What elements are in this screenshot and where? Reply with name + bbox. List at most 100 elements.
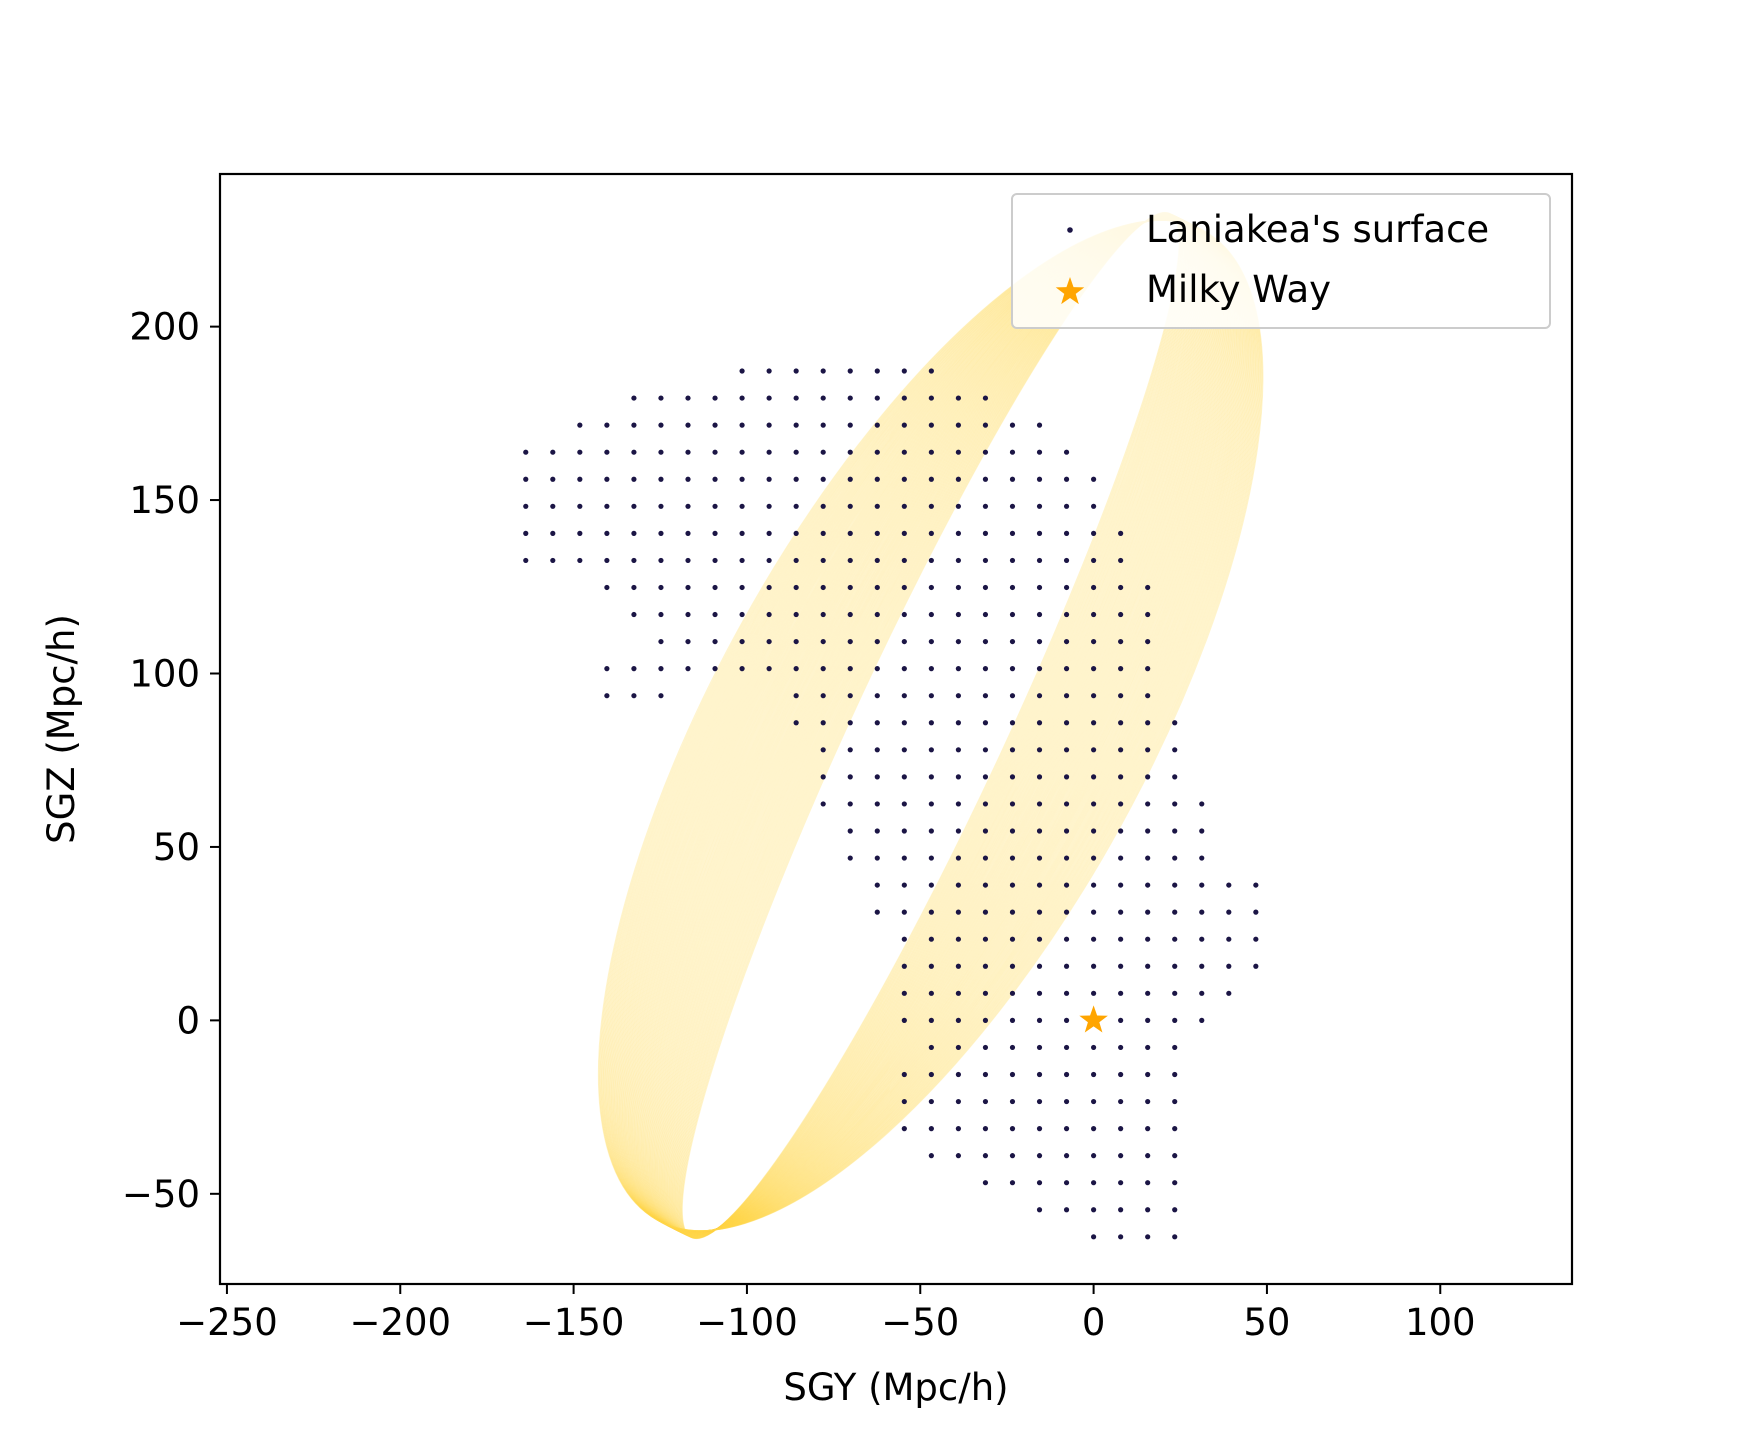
y-tick-label: −50 <box>122 1173 200 1216</box>
surface-point <box>577 503 583 509</box>
surface-point <box>874 774 880 780</box>
surface-point <box>901 774 907 780</box>
surface-point <box>1009 476 1016 482</box>
x-tick-label: 0 <box>1082 1301 1106 1344</box>
surface-point <box>901 1126 907 1132</box>
surface-point <box>1199 828 1205 834</box>
surface-point <box>1118 611 1124 618</box>
surface-point <box>928 855 934 861</box>
x-axis-label: SGY (Mpc/h) <box>783 1366 1008 1409</box>
surface-point <box>1009 990 1016 996</box>
surface-point <box>766 638 772 645</box>
surface-point <box>874 720 880 726</box>
surface-point <box>793 611 799 618</box>
surface-point <box>1063 503 1070 509</box>
surface-point <box>766 449 772 455</box>
milky-way-marker-layer <box>1079 1005 1108 1033</box>
surface-point <box>928 1098 934 1105</box>
surface-point <box>901 395 907 401</box>
surface-point <box>1118 936 1124 942</box>
surface-point <box>982 774 989 780</box>
surface-point <box>1118 990 1124 996</box>
surface-point <box>874 801 880 807</box>
y-axis-label: SGZ (Mpc/h) <box>40 614 83 844</box>
surface-point <box>901 882 907 888</box>
surface-point <box>793 530 799 536</box>
surface-point <box>874 530 880 536</box>
surface-point <box>739 422 745 428</box>
legend-label-laniakea: Laniakea's surface <box>1146 208 1489 251</box>
surface-point <box>1199 882 1205 888</box>
surface-point <box>631 395 637 401</box>
surface-point <box>955 395 962 401</box>
surface-point <box>847 557 853 564</box>
surface-point <box>1145 1098 1151 1105</box>
surface-point <box>1063 774 1070 780</box>
surface-point <box>658 395 664 401</box>
surface-point <box>1145 1071 1151 1078</box>
surface-point <box>685 503 691 509</box>
surface-point <box>955 909 962 915</box>
surface-point <box>1145 666 1151 672</box>
surface-point <box>1036 422 1043 428</box>
surface-point <box>1145 1180 1151 1186</box>
surface-point <box>874 476 880 482</box>
surface-point <box>1118 1180 1124 1186</box>
surface-point <box>712 557 718 564</box>
surface-point <box>1063 990 1070 996</box>
surface-point <box>1063 828 1070 834</box>
surface-point <box>1091 1180 1097 1186</box>
surface-point <box>631 449 637 455</box>
surface-point <box>766 666 772 672</box>
surface-point <box>928 990 934 996</box>
surface-point <box>1118 1234 1124 1240</box>
surface-point <box>955 1098 962 1105</box>
surface-point <box>766 368 772 374</box>
surface-point <box>1009 638 1016 645</box>
surface-point <box>874 747 880 753</box>
surface-point <box>820 774 826 780</box>
surface-point <box>739 476 745 482</box>
surface-point <box>1009 909 1016 915</box>
surface-point <box>1063 720 1070 726</box>
surface-point <box>955 449 962 455</box>
surface-point <box>901 909 907 915</box>
surface-point <box>982 990 989 996</box>
surface-point <box>901 557 907 564</box>
surface-point <box>1063 963 1070 969</box>
surface-point <box>820 476 826 482</box>
surface-point <box>982 1098 989 1105</box>
legend-star-shape <box>1055 277 1085 305</box>
surface-point <box>1145 1017 1151 1023</box>
surface-point <box>1091 1153 1097 1159</box>
surface-point <box>523 476 529 482</box>
surface-point <box>523 503 529 509</box>
surface-point <box>1172 1234 1178 1240</box>
surface-point <box>955 557 962 564</box>
surface-point <box>1036 720 1043 726</box>
surface-point <box>1118 882 1124 888</box>
surface-point <box>1172 774 1178 780</box>
surface-point <box>928 584 934 591</box>
surface-point <box>1118 774 1124 780</box>
surface-point <box>1036 747 1043 753</box>
surface-point <box>739 584 745 591</box>
surface-point <box>1145 936 1151 942</box>
surface-point <box>982 611 989 618</box>
surface-point <box>901 855 907 861</box>
surface-point <box>847 801 853 807</box>
surface-point <box>928 828 934 834</box>
surface-point <box>1118 666 1124 672</box>
surface-point <box>820 422 826 428</box>
surface-point <box>955 828 962 834</box>
surface-point <box>820 368 826 374</box>
surface-point <box>1063 909 1070 915</box>
surface-point <box>712 449 718 455</box>
surface-point <box>1063 1180 1070 1186</box>
surface-point <box>1199 909 1205 915</box>
surface-point <box>793 368 799 374</box>
surface-point <box>577 449 583 455</box>
surface-point <box>982 395 989 401</box>
surface-point <box>1036 1098 1043 1105</box>
surface-point <box>1145 584 1151 591</box>
